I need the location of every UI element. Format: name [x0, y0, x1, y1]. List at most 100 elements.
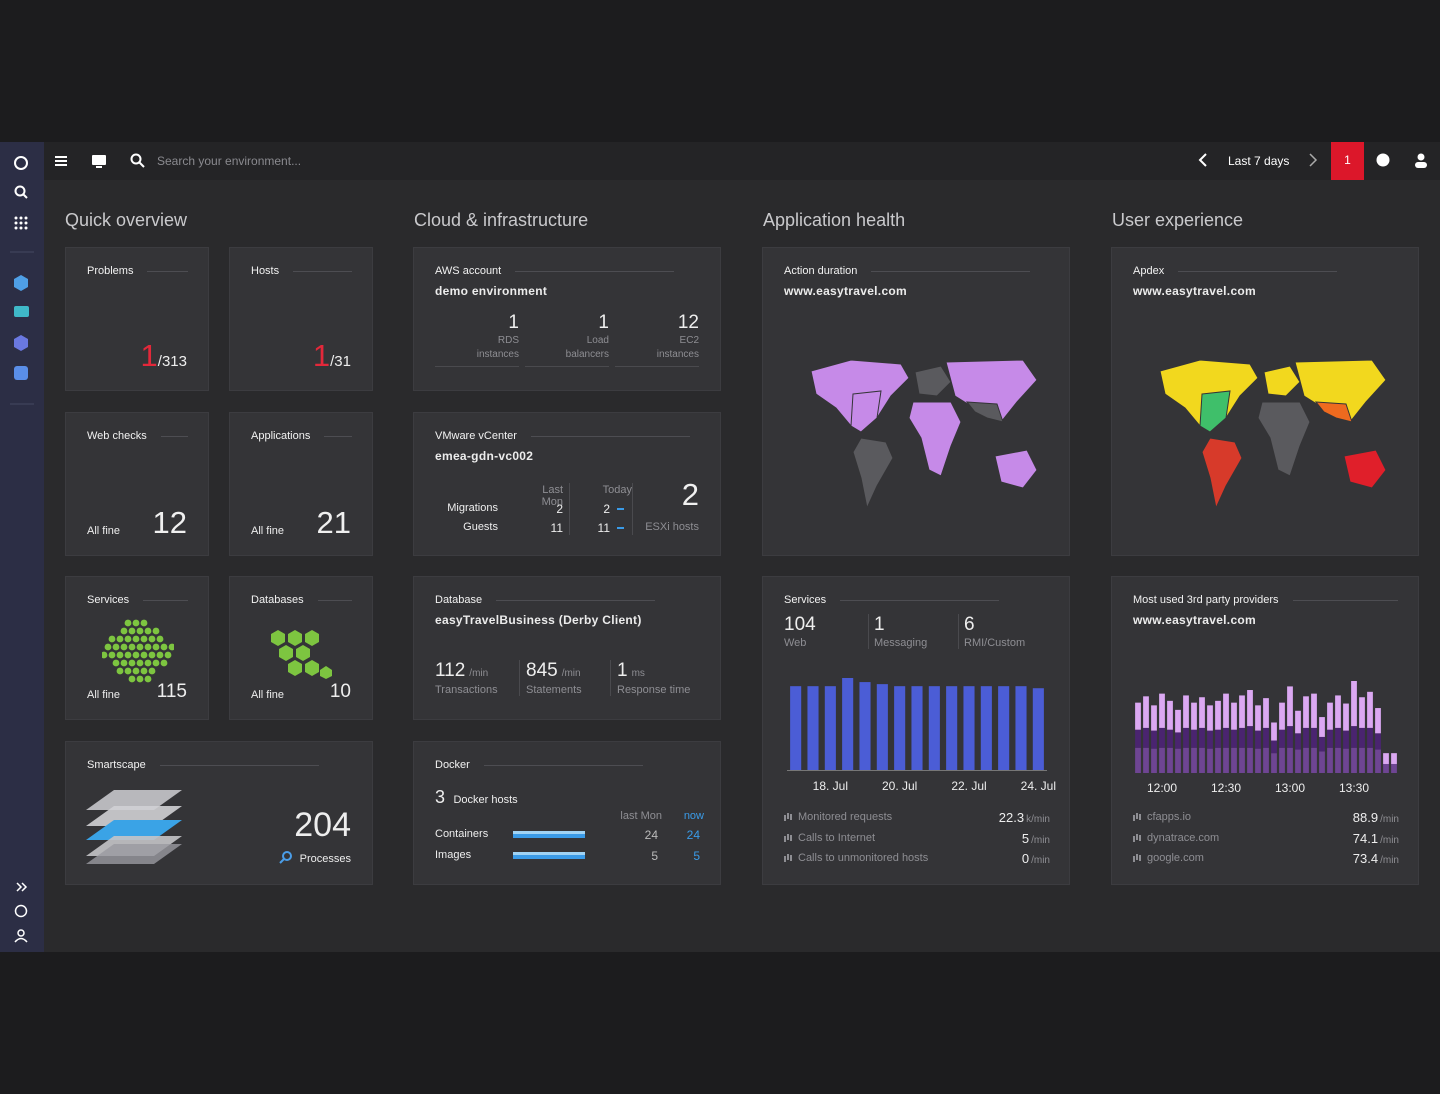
unit: /min [1380, 834, 1399, 846]
continent [852, 437, 894, 510]
status: All fine [87, 689, 121, 701]
legend: Monitored requests 22.3 k/min Calls to Inte… [784, 810, 1050, 872]
metric-label: Messaging [874, 637, 928, 649]
legend-label: cfapps.io [1147, 811, 1192, 823]
problems-badge[interactable]: 1 [1344, 153, 1351, 167]
problems-count: 1 [140, 338, 158, 373]
bar-segment [1295, 710, 1301, 734]
web-checks-tile[interactable]: Web checks All fine 12 [65, 412, 209, 556]
vmware-tile[interactable]: VMware vCenter emea-gdn-vc002 Last Mon To… [413, 412, 721, 556]
aws-tile[interactable]: AWS account demo environment 1 RDS instan… [413, 247, 721, 391]
bar-segment [1135, 729, 1141, 748]
dot [124, 667, 132, 675]
smartscape-tile[interactable]: Smartscape 204 Processes [65, 741, 373, 885]
x-tick-label: 12:30 [1211, 781, 1241, 795]
bar-segment [1303, 696, 1309, 728]
column-header: Today [602, 484, 632, 496]
services-chart-tile[interactable]: Services 104 Web 1 Messaging 6 RMI/Custom 18.… [762, 576, 1070, 885]
legend-item: cfapps.io 88.9/min [1133, 810, 1399, 831]
bar-segment [1167, 729, 1173, 748]
metric-label: EC2 instances [656, 335, 699, 360]
bar-segment [1351, 681, 1357, 727]
bar [946, 686, 958, 770]
bar-segment [1239, 695, 1245, 728]
top-bar-icons [55, 142, 1427, 180]
docker-tile[interactable]: Docker 3 Docker hosts last Mon now Contain… [413, 741, 721, 885]
dot [152, 659, 160, 667]
legend-value: 73.4/min [1353, 851, 1399, 866]
bar-segment [1175, 748, 1181, 773]
dot [124, 619, 132, 627]
metric-value: 112 [435, 660, 466, 681]
bar-segment [1255, 748, 1261, 773]
status: All fine [251, 689, 285, 701]
value: 10 [329, 681, 351, 702]
bar-segment [1199, 697, 1205, 728]
bar-segment [1327, 729, 1333, 748]
action-duration-tile[interactable]: Action duration www.easytravel.com [762, 247, 1070, 556]
timeframe[interactable]: Last 7 days [1228, 154, 1290, 168]
dot [128, 627, 136, 635]
section-title: Application health [763, 210, 906, 230]
bar-segment [1207, 705, 1213, 731]
database-tile[interactable]: Database easyTravelBusiness (Derby Clien… [413, 576, 721, 720]
bar [911, 686, 923, 770]
bar-segment [1143, 696, 1149, 728]
legend-item: Monitored requests 22.3 k/min [784, 810, 1050, 831]
search-input[interactable]: Search your environment... [157, 154, 302, 168]
bar [859, 682, 871, 770]
dot [132, 651, 140, 659]
metric: 12 EC2 instances [615, 312, 699, 367]
continent [1314, 401, 1353, 423]
bar-segment [1343, 730, 1349, 749]
dot [102, 651, 108, 659]
bar-segment [1287, 686, 1293, 727]
metric: 104 Web [784, 614, 868, 649]
continent [914, 365, 952, 397]
process-icon [279, 851, 292, 864]
metric-value: 845 [526, 660, 558, 681]
cell: 2 [556, 502, 563, 516]
hosts-tile[interactable]: Hosts 1/31 [229, 247, 373, 391]
x-tick-label: 13:00 [1275, 781, 1305, 795]
bar-segment [1239, 747, 1245, 773]
services-tile[interactable]: Services All fine 115 [65, 576, 209, 720]
databases-tile[interactable]: Databases All fine 10 [229, 576, 373, 720]
bar-segment [1271, 722, 1277, 741]
services-icon [102, 619, 174, 683]
continent [908, 401, 962, 477]
metric-row: 112/min [435, 660, 519, 682]
problems-tile[interactable]: Problems 1/313 [65, 247, 209, 391]
metric: 6 RMI/Custom [958, 614, 1048, 649]
dot [156, 651, 164, 659]
bar-segment [1351, 726, 1357, 748]
applications-tile[interactable]: Applications All fine 21 [229, 412, 373, 556]
x-tick-label: 20. Jul [882, 779, 917, 793]
unit: /min [1380, 855, 1399, 866]
metric-label: Transactions [435, 684, 498, 696]
bar-segment [1351, 747, 1357, 773]
dot [144, 659, 152, 667]
bar-segment [1343, 703, 1349, 731]
dot [116, 635, 124, 643]
apdex-tile[interactable]: Apdex www.easytravel.com [1111, 247, 1419, 556]
cell: 2 [603, 502, 610, 516]
separator [632, 483, 633, 535]
bar-segment [1135, 747, 1141, 773]
metric-value: 6 [964, 614, 975, 635]
bar-segment [1151, 730, 1157, 749]
tile-name: www.easytravel.com [784, 284, 908, 298]
providers-tile[interactable]: Most used 3rd party providers www.easytr… [1111, 576, 1419, 885]
bar-segment [1311, 747, 1317, 773]
tile-title: Problems [87, 265, 188, 277]
bar-segment [1151, 705, 1157, 731]
count-label: Docker hosts [453, 794, 518, 806]
bar-chart: 18. Jul 20. Jul 22. Jul 24. Jul [787, 678, 1056, 793]
bar-segment [1319, 736, 1325, 752]
metric: 112/min Transactions [435, 660, 519, 696]
legend-icon [1136, 813, 1138, 819]
dot [108, 651, 116, 659]
dot [168, 643, 174, 651]
dot [152, 627, 160, 635]
